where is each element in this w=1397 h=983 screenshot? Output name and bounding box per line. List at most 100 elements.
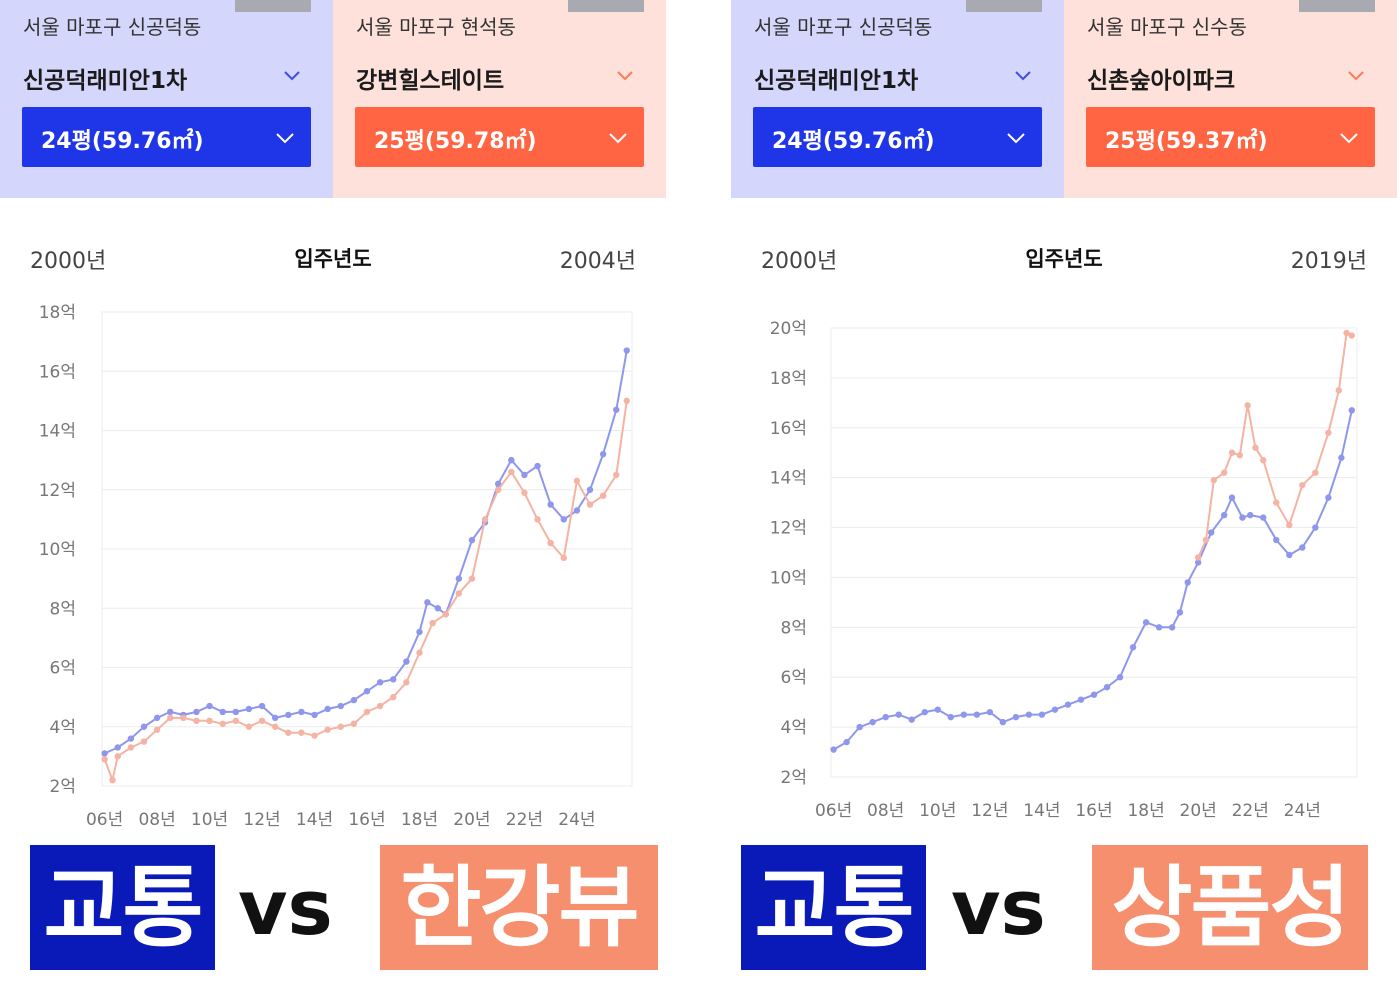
chevron-down-icon[interactable] xyxy=(281,64,303,86)
data-point xyxy=(1194,559,1202,566)
data-point xyxy=(101,756,108,763)
data-point xyxy=(1247,511,1254,519)
size-dropdown-button[interactable]: 24평(59.76㎡) xyxy=(753,107,1042,167)
data-point xyxy=(1184,579,1191,586)
comparison-banner: 교통 vs 상품성 xyxy=(731,845,1397,972)
data-point xyxy=(599,492,607,499)
data-point xyxy=(573,507,581,514)
x-tick-label: 08년 xyxy=(138,810,175,830)
y-tick-label: 18억 xyxy=(770,369,807,389)
data-point xyxy=(127,735,135,742)
data-point xyxy=(1312,469,1319,476)
y-tick-label: 14억 xyxy=(770,469,807,489)
region-label: 서울 마포구 신수동 xyxy=(1087,15,1247,39)
data-point xyxy=(258,717,266,725)
size-label: 25평(59.78㎡) xyxy=(374,129,537,154)
selector-tab[interactable] xyxy=(1299,0,1375,12)
size-dropdown-button[interactable]: 25평(59.37㎡) xyxy=(1086,107,1375,167)
size-label: 25평(59.37㎡) xyxy=(1105,129,1268,154)
data-point xyxy=(1051,706,1059,713)
data-point xyxy=(560,516,567,523)
data-point xyxy=(895,711,902,718)
data-point xyxy=(508,456,515,464)
data-point xyxy=(206,702,213,710)
data-point xyxy=(245,705,253,713)
data-point xyxy=(521,489,528,496)
data-point xyxy=(1338,454,1345,461)
apartment-name[interactable]: 신촌숲아이파크 xyxy=(1087,68,1236,94)
data-point xyxy=(167,714,174,722)
year-start: 2000년 xyxy=(30,249,107,274)
data-point xyxy=(109,776,116,784)
year-title: 입주년도 xyxy=(294,247,372,271)
y-tick-label: 8억 xyxy=(50,599,76,619)
data-point xyxy=(586,486,594,493)
y-tick-label: 2억 xyxy=(50,777,76,797)
series-line-1 xyxy=(1197,331,1353,558)
size-dropdown-button[interactable]: 25평(59.78㎡) xyxy=(355,107,644,167)
data-point xyxy=(1299,544,1306,551)
region-label: 서울 마포구 신공덕동 xyxy=(23,15,202,39)
y-tick-label: 18억 xyxy=(39,303,76,323)
data-point xyxy=(560,554,567,562)
move-in-year-row: 2000년 입주년도 2004년 xyxy=(0,240,666,276)
data-point xyxy=(986,708,994,716)
x-tick-label: 22년 xyxy=(506,810,543,830)
apartment-name[interactable]: 신공덕래미안1차 xyxy=(23,68,188,94)
move-in-year-row: 2000년 입주년도 2019년 xyxy=(731,240,1397,276)
apartment-selector-a: 서울 마포구 신공덕동 신공덕래미안1차 24평(59.76㎡) xyxy=(731,0,1064,198)
chevron-down-icon[interactable] xyxy=(614,64,636,86)
data-point xyxy=(882,713,889,721)
data-point xyxy=(934,706,941,713)
x-tick-label: 10년 xyxy=(191,810,228,830)
data-point xyxy=(547,539,554,547)
data-point xyxy=(1194,554,1202,561)
data-point xyxy=(416,628,423,636)
y-tick-label: 4억 xyxy=(50,718,76,738)
data-point xyxy=(613,406,620,413)
x-tick-label: 12년 xyxy=(243,810,280,830)
x-tick-label: 16년 xyxy=(348,810,385,830)
data-point xyxy=(219,720,226,727)
chevron-down-icon[interactable] xyxy=(1345,64,1367,86)
selector-tab[interactable] xyxy=(966,0,1042,12)
comparison-panel-right: 서울 마포구 신공덕동 신공덕래미안1차 24평(59.76㎡) 서울 마포구 … xyxy=(731,0,1397,983)
data-point xyxy=(1090,691,1098,698)
data-point xyxy=(153,714,161,722)
data-point xyxy=(869,718,876,726)
data-point xyxy=(1260,514,1267,521)
data-point xyxy=(999,718,1007,726)
data-point xyxy=(1299,481,1306,489)
data-point xyxy=(843,738,850,746)
data-point xyxy=(455,590,463,597)
banner-right-label: 한강뷰 xyxy=(380,845,658,970)
chevron-down-icon[interactable] xyxy=(1012,64,1034,86)
data-point xyxy=(298,729,305,736)
data-point xyxy=(830,746,837,753)
data-point xyxy=(1252,444,1259,451)
data-point xyxy=(1312,524,1319,531)
selector-tab[interactable] xyxy=(235,0,311,12)
data-point xyxy=(468,575,476,582)
data-point xyxy=(1220,469,1228,476)
data-point xyxy=(298,708,305,716)
data-point xyxy=(1220,511,1228,519)
apartment-name[interactable]: 강변힐스테이트 xyxy=(356,68,505,94)
apartment-name[interactable]: 신공덕래미안1차 xyxy=(754,68,919,94)
apartment-selector-b: 서울 마포구 신수동 신촌숲아이파크 25평(59.37㎡) xyxy=(1064,0,1397,198)
data-point xyxy=(193,708,200,716)
selector-tab[interactable] xyxy=(568,0,644,12)
banner-right-label: 상품성 xyxy=(1092,845,1368,970)
y-tick-label: 16억 xyxy=(770,419,807,439)
data-point xyxy=(350,720,358,727)
x-tick-label: 24년 xyxy=(1284,801,1321,821)
size-label: 24평(59.76㎡) xyxy=(772,129,935,154)
data-point xyxy=(613,471,620,479)
data-point xyxy=(1077,696,1085,703)
data-point xyxy=(599,451,607,458)
size-dropdown-button[interactable]: 24평(59.76㎡) xyxy=(22,107,311,167)
data-point xyxy=(1103,684,1111,691)
chevron-down-icon xyxy=(609,133,627,144)
data-point xyxy=(973,711,981,718)
data-point xyxy=(534,462,541,470)
